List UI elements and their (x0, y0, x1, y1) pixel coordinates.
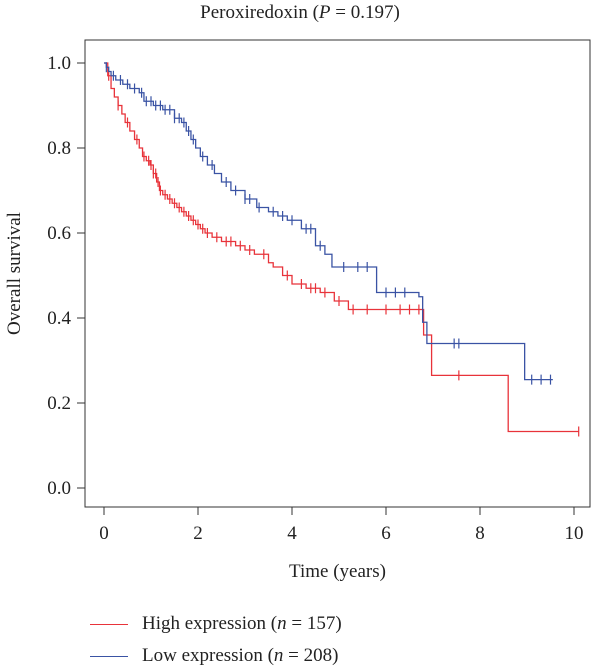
chart-legend: High expression (n = 157) Low expression… (90, 608, 342, 672)
x-tick-label: 4 (287, 523, 297, 544)
x-tick-label: 6 (381, 523, 391, 544)
chart-title-stat-name: P (318, 2, 331, 23)
x-tick-label: 10 (565, 523, 584, 544)
legend-n-value-low: 208 (303, 645, 333, 666)
legend-item-high: High expression (n = 157) (90, 608, 342, 640)
legend-label-low: Low expression (n = 208) (142, 645, 339, 666)
legend-item-low: Low expression (n = 208) (90, 640, 342, 672)
chart-title-stat-value: 0.197 (350, 2, 394, 23)
x-axis-label: Time (years) (289, 561, 386, 582)
y-tick-label: 0.4 (47, 308, 71, 329)
legend-label-high: High expression (n = 157) (142, 613, 342, 634)
legend-n-label-low: n (273, 645, 284, 666)
x-tick-label: 0 (99, 523, 109, 544)
legend-n-label-high: n (277, 613, 287, 634)
survival-curve-high (104, 62, 579, 433)
plot-frame (84, 39, 591, 508)
y-tick-label: 0.6 (47, 223, 71, 244)
survival-curve-low (104, 62, 553, 381)
y-tick-label: 0.0 (47, 478, 71, 499)
chart-title: Peroxiredoxin (P = 0.197) (200, 2, 400, 23)
y-tick-label: 0.2 (47, 393, 71, 414)
y-tick-label: 1.0 (47, 53, 71, 74)
legend-line-high (90, 623, 128, 625)
chart-title-main: Peroxiredoxin (200, 2, 308, 23)
x-tick-label: 8 (475, 523, 485, 544)
survival-chart: 0 2 4 6 8 10 0.0 0.2 0.4 0.6 0.8 1.0 Time (years) Ove… (4, 39, 591, 582)
legend-name-high: High expression (142, 613, 267, 634)
y-tick-label: 0.8 (47, 138, 71, 159)
legend-name-low: Low expression (142, 645, 263, 666)
legend-n-value-high: 157 (306, 613, 336, 634)
x-tick-label: 2 (193, 523, 203, 544)
y-axis-label: Overall survival (4, 212, 25, 335)
legend-line-low (90, 655, 128, 657)
